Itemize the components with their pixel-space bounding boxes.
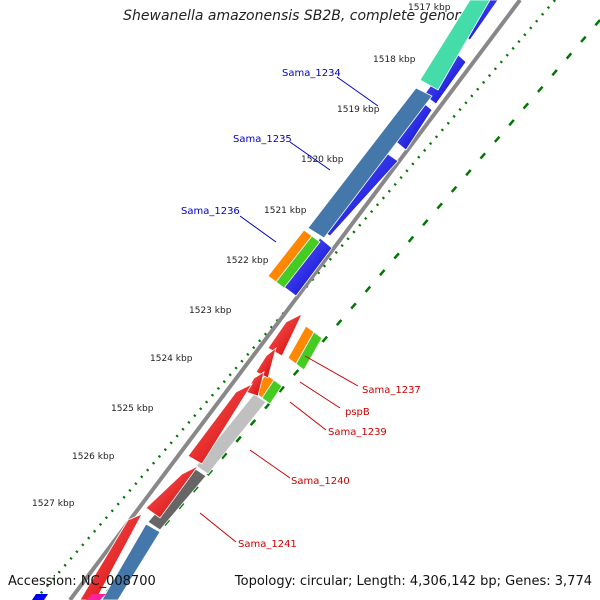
gene-reverse[interactable] — [79, 513, 143, 600]
gene-reverse[interactable] — [187, 383, 254, 465]
gene-cog-green[interactable] — [275, 235, 321, 289]
gene-reverse[interactable] — [145, 465, 199, 519]
scale-label: 1517 kbp — [408, 3, 451, 13]
gene-cog-pink[interactable] — [86, 594, 106, 600]
reverse-strand-track — [79, 313, 303, 600]
gene-cog-green[interactable] — [261, 379, 283, 405]
scale-labels: 1517 kbp 1518 kbp 1519 kbp 1520 kbp 1521… — [32, 3, 451, 509]
scale-label: 1519 kbp — [337, 105, 380, 115]
gene-reverse[interactable] — [255, 346, 277, 379]
gene-label-sama1241[interactable]: Sama_1241 — [238, 539, 297, 550]
gene-cog-steel[interactable] — [307, 87, 433, 239]
genome-stats: Topology: circular; Length: 4,306,142 bp… — [234, 574, 592, 589]
backbone — [68, 0, 522, 600]
gene-label-sama1236[interactable]: Sama_1236 — [181, 206, 240, 217]
gene-labels: Sama_1234 Sama_1235 Sama_1236 Sama_1237 … — [181, 68, 421, 550]
gene-label-sama1235[interactable]: Sama_1235 — [233, 134, 292, 145]
map-title: Shewanella amazonensis SB2B, complete ge… — [123, 8, 477, 24]
scale-label: 1524 kbp — [150, 354, 193, 364]
gene-cog-steel[interactable] — [101, 523, 161, 600]
scale-label: 1525 kbp — [111, 404, 154, 414]
gene-label-sama1237[interactable]: Sama_1237 — [362, 385, 421, 396]
scale-label: 1526 kbp — [72, 452, 115, 462]
gene-reverse[interactable] — [267, 313, 303, 357]
scale-label: 1523 kbp — [189, 306, 232, 316]
inner-tick-track — [99, 19, 600, 600]
gene-label-sama1239[interactable]: Sama_1239 — [328, 427, 387, 438]
gene-label-sama1240[interactable]: Sama_1240 — [291, 476, 350, 487]
scale-label: 1522 kbp — [226, 256, 269, 266]
scale-label: 1518 kbp — [373, 55, 416, 65]
scale-label: 1527 kbp — [32, 499, 75, 509]
accession-label: Accession: NC_008700 — [8, 574, 156, 589]
scale-label: 1521 kbp — [264, 206, 307, 216]
gene-cog-green[interactable] — [295, 331, 323, 371]
gene-label-sama1234[interactable]: Sama_1234 — [282, 68, 341, 79]
gene-label-pspb[interactable]: pspB — [345, 407, 370, 418]
scale-label: 1520 kbp — [301, 155, 344, 165]
leader-lines — [199, 76, 379, 543]
gene-cog-teal[interactable] — [32, 594, 48, 600]
gene-cog-teal[interactable] — [419, 0, 491, 91]
